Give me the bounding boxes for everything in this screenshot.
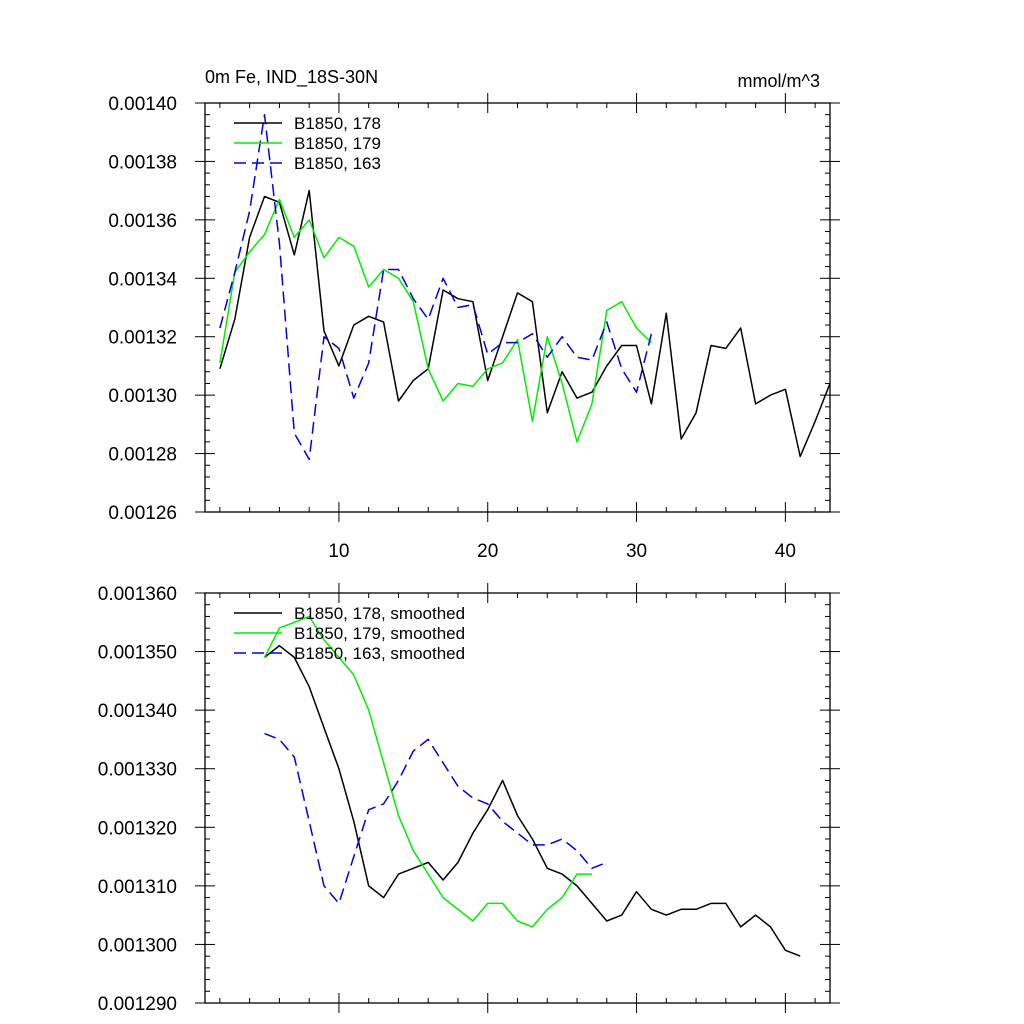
top-series-line-2 xyxy=(219,198,652,443)
bottom-series-line-2 xyxy=(263,615,592,928)
top-panel-title: 0m Fe, IND_18S-30N xyxy=(205,67,378,88)
bottom-series-line-1 xyxy=(264,644,801,957)
legend-label-2: B1850, 179, smoothed xyxy=(294,624,465,643)
top-series-line-1 xyxy=(219,189,831,458)
y-tick-label: 0.00130 xyxy=(108,386,177,407)
y-tick-label: 0.001300 xyxy=(98,935,177,956)
y-tick-label: 0.001350 xyxy=(98,643,177,664)
legend-label-2: B1850, 179 xyxy=(294,134,381,153)
y-tick-label: 0.001330 xyxy=(98,760,177,781)
x-tick-label: 20 xyxy=(477,541,498,562)
y-tick-label: 0.001310 xyxy=(98,877,177,898)
x-tick-label: 30 xyxy=(626,541,647,562)
top-panel-units: mmol/m^3 xyxy=(738,71,820,91)
y-tick-label: 0.001360 xyxy=(98,584,177,605)
top-series-line-3 xyxy=(219,113,653,461)
y-tick-label: 0.00128 xyxy=(108,445,177,466)
top-panel: 0m Fe, IND_18S-30N mmol/m^3 10 20 30 40 0.00… xyxy=(108,67,840,562)
y-tick-label: 0.001320 xyxy=(98,818,177,839)
bottom-series-line-3 xyxy=(264,732,608,905)
y-tick-label: 0.001290 xyxy=(98,994,177,1015)
legend-label-3: B1850, 163 xyxy=(294,154,381,173)
legend-label-3: B1850, 163, smoothed xyxy=(294,644,465,663)
y-tick-label: 0.00136 xyxy=(108,211,177,232)
x-tick-label: 10 xyxy=(328,541,349,562)
bottom-panel: 0.001290 0.001300 0.001310 0.001320 0.001330… xyxy=(98,583,840,1015)
x-tick-label: 40 xyxy=(775,541,796,562)
y-tick-label: 0.001340 xyxy=(98,701,177,722)
y-tick-label: 0.00132 xyxy=(108,328,177,349)
y-tick-label: 0.00134 xyxy=(108,269,177,290)
y-tick-label: 0.00140 xyxy=(108,94,177,115)
legend-label-1: B1850, 178 xyxy=(294,114,381,133)
legend-label-1: B1850, 178, smoothed xyxy=(294,604,465,623)
y-tick-label: 0.00126 xyxy=(108,503,177,524)
y-tick-label: 0.00138 xyxy=(108,152,177,173)
